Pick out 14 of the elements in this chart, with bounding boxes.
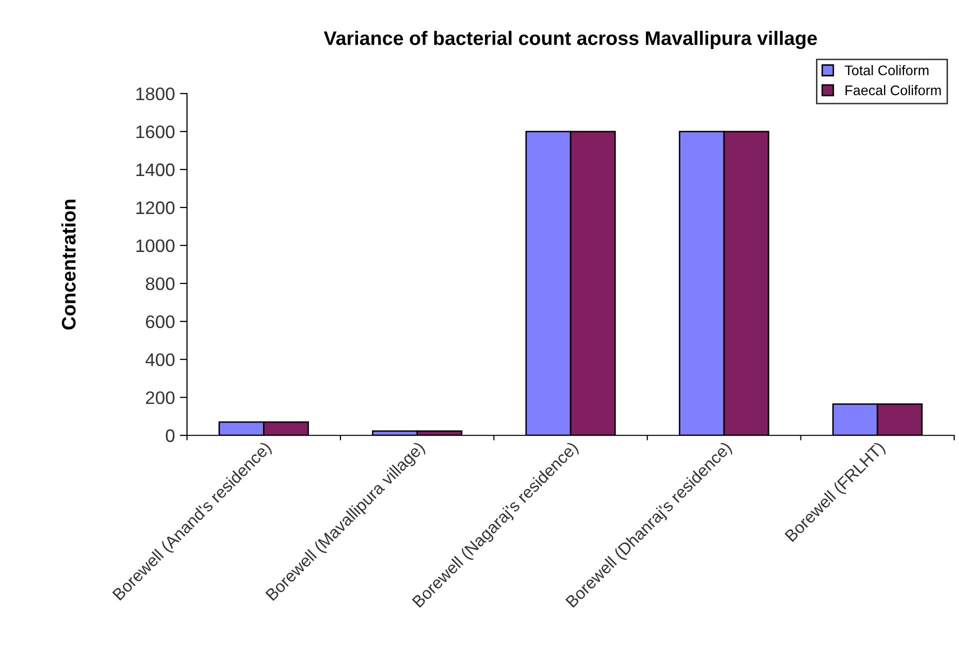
y-tick-label: 1800 (136, 87, 174, 100)
y-tick-label: 1600 (136, 125, 174, 138)
legend-label: Faecal Coliform (846, 85, 941, 96)
y-tick-label: 600 (146, 315, 174, 328)
y-tick-label: 400 (145, 353, 174, 366)
chart-title: Variance of bacterial count across Mavallipura village (324, 30, 817, 50)
y-tick-label: 0 (166, 429, 174, 442)
y-tick-label: 1000 (136, 239, 174, 252)
y-tick-label: 1400 (136, 163, 174, 176)
y-tick-label: 200 (146, 391, 174, 404)
y-axis-title: Concentration (61, 200, 76, 330)
legend-label: Total Coliform (844, 65, 928, 76)
y-tick-label: 1200 (136, 201, 174, 214)
y-tick-label: 800 (146, 277, 174, 290)
